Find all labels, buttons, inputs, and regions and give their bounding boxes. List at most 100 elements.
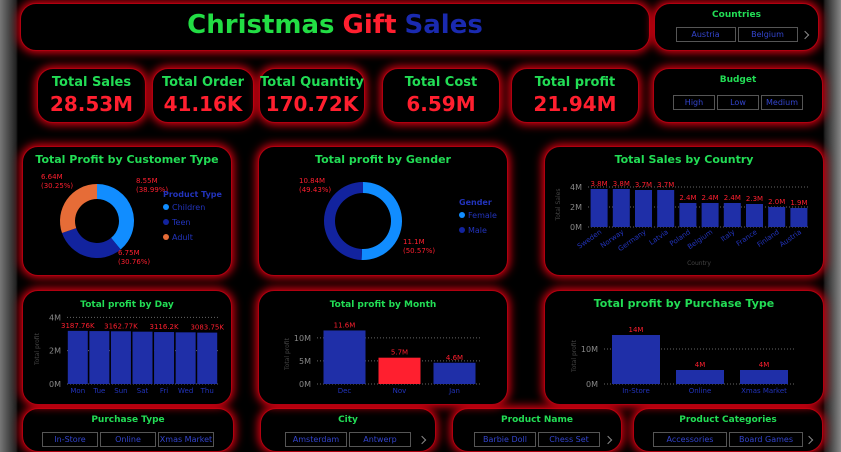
slicer-item[interactable]: Xmas Market [158,432,214,447]
kpi-label: Total Quantity [260,75,364,90]
legend-label: Female [468,211,497,220]
legend-marker [163,219,169,225]
x-tick-label: In-Store [622,387,650,395]
y-tick-label: 5M [299,357,311,366]
donut-slice [361,182,402,260]
slicer: Countries Austria Belgium [654,3,819,51]
legend-label: Male [468,226,487,235]
slicer: Purchase Type In-Store Online Xmas Market [22,408,234,452]
data-label: 11.6M [334,321,356,329]
slicer-item[interactable]: High [673,95,715,110]
data-label: 4M [759,361,770,369]
data-label: 4.6M [446,354,463,362]
slicer-items: Austria Belgium [655,27,818,42]
bar [657,190,675,227]
data-label: 3.7M [657,181,674,189]
slicer-item[interactable]: Board Games [729,432,803,447]
kpi-card: Total Order 41.16K [152,68,254,123]
data-label: 11.1M [403,238,425,246]
bar [590,189,608,227]
chart-panel: Total profit by Gender 11.1M (50.57%) 10.84… [258,146,508,276]
slicer-item[interactable]: Barbie Doll [474,432,536,447]
bar [154,332,175,384]
bar [110,331,131,384]
data-label: 3.8M [591,180,608,188]
x-tick-label: Xmas Market [741,387,787,395]
title-word: Sales [404,10,483,40]
chart: Total Profit by Customer Type 8.55M(38.99… [35,153,222,266]
bar [676,370,724,384]
kpi-value: 21.94M [533,92,617,116]
chart-panel: Total profit by Purchase Type 0M 10M Total … [544,290,824,405]
x-tick-label: Sat [137,387,149,395]
x-tick-label: Thu [200,387,214,395]
y-tick-label: 10M [581,345,598,354]
slicer-item[interactable]: Medium [761,95,803,110]
chart-panel: Total profit by Month 0M 5M 10M Total profit… [258,290,508,405]
x-tick-label: Fri [160,387,168,395]
legend-marker [459,212,465,218]
chart-title: Total Profit by Customer Type [35,153,218,166]
slicer-title: Countries [712,10,761,20]
header-panel: Christmas Gift Sales [20,3,650,51]
x-tick-label: France [735,228,759,248]
slicer-item[interactable]: In-Store [42,432,98,447]
slicer-item[interactable]: Accessories [653,432,727,447]
bar [323,330,366,384]
x-tick-label: Jan [448,387,460,395]
y-axis-label: Total Sales [555,189,562,222]
slicer-item[interactable]: Austria [675,27,736,42]
slicer-title: City [338,415,358,425]
bar [635,190,652,227]
bar [746,204,763,227]
y-tick-label: 10M [294,334,311,343]
y-axis-label: Total profit [284,337,291,371]
bar [197,332,218,384]
bar [378,357,421,384]
kpi-card: Total Cost 6.59M [382,68,500,123]
data-label: 5.7M [391,349,408,357]
percent-label: (49.43%) [299,186,331,194]
slicer-item[interactable]: Low [717,95,759,110]
chart-panel: Total Profit by Customer Type 8.55M (38.99… [22,146,232,276]
slicer-item[interactable]: Belgium [737,27,798,42]
kpi-label: Total Cost [404,75,478,90]
legend-marker [163,204,169,210]
bar [740,370,788,384]
data-label: 2.0M [768,198,785,206]
x-tick-label: Sun [114,387,127,395]
donut-slice [323,182,363,260]
donut-slice [60,184,97,234]
slicer-item[interactable]: Antwerp [349,432,411,447]
chart-title: Total Sales by Country [615,153,754,166]
legend-label: Children [172,203,205,212]
chart: Total Sales by Country 0M 2M 4M Total Sales C… [555,153,810,267]
chart-title: Total profit by Gender [315,153,452,166]
x-tick-label: Online [689,387,712,395]
kpi-value: 41.16K [163,92,243,116]
x-tick-label: Nov [393,387,407,395]
legend-label: Adult [172,233,193,242]
legend-label: Teen [171,218,190,227]
y-tick-label: 0M [49,380,61,389]
kpi-card: Total Sales 28.53M [37,68,146,123]
bar [175,332,196,384]
slicer-item[interactable]: Amsterdam [285,432,347,447]
donut-slice [97,184,134,250]
donut-slice [62,228,121,258]
slicer-item[interactable]: Online [100,432,156,447]
chart: Total profit by Day 0M 2M 4M Total profit 318… [34,300,224,395]
y-tick-label: 0M [570,223,582,232]
bar [790,208,808,227]
slicer-title: Product Name [501,415,573,425]
data-label: 2.3M [746,195,763,203]
bar [679,203,697,227]
bar [67,330,88,384]
x-tick-label: Austria [778,228,803,249]
data-label: 2.4M [702,194,719,202]
slicer-item[interactable]: Chess Set [538,432,600,447]
slicer-items: Barbie Doll Chess Set [453,432,621,447]
percent-label: (30.25%) [41,182,73,190]
chart-panel: Total profit by Day 0M 2M 4M Total profit 318… [22,290,232,405]
